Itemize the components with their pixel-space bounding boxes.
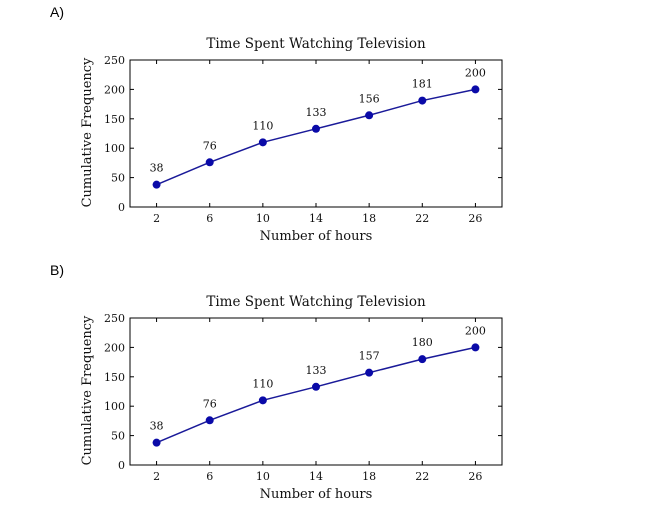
b-y-tick-label: 200 <box>104 341 125 354</box>
b-data-point <box>258 396 267 405</box>
a-series-line <box>156 88 476 186</box>
a-y-axis-label: Cumulative Frequency <box>80 57 95 207</box>
b-x-tick-label: 22 <box>415 470 429 483</box>
b-plot-frame <box>129 317 503 466</box>
a-x-tick-label: 6 <box>206 212 213 225</box>
a-data-label: 156 <box>359 92 380 105</box>
b-data-point <box>365 368 374 377</box>
b-chart-title: Time Spent Watching Television <box>206 294 426 310</box>
a-chart-title: Time Spent Watching Television <box>206 36 426 52</box>
b-data-point <box>418 355 427 364</box>
b-x-tick-label: 6 <box>206 470 213 483</box>
b-x-tick-label: 2 <box>153 470 160 483</box>
a-data-point <box>365 111 374 120</box>
b-data-label: 157 <box>359 350 380 363</box>
a-y-tick-label: 200 <box>104 83 125 96</box>
a-data-label: 200 <box>465 66 486 79</box>
b-x-tick-label: 18 <box>362 470 376 483</box>
b-x-tick-label: 26 <box>468 470 482 483</box>
b-y-tick-label: 250 <box>104 312 125 325</box>
b-y-tick-label: 100 <box>104 400 125 413</box>
a-data-label: 38 <box>150 162 164 175</box>
a-data-point <box>471 85 480 94</box>
b-data-label: 200 <box>465 324 486 337</box>
a-plot-frame <box>129 59 503 208</box>
a-data-point <box>258 138 267 147</box>
b-y-tick-label: 0 <box>118 459 125 472</box>
a-y-tick-label: 100 <box>104 142 125 155</box>
a-y-tick-label: 250 <box>104 54 125 67</box>
a-x-tick-label: 26 <box>468 212 482 225</box>
a-x-tick-label: 18 <box>362 212 376 225</box>
a-y-tick-label: 150 <box>104 113 125 126</box>
a-x-tick-label: 14 <box>309 212 323 225</box>
b-data-point <box>312 382 320 391</box>
b-series-line <box>156 346 476 444</box>
b-x-axis-label: Number of hours <box>260 487 373 502</box>
b-data-point <box>205 416 214 425</box>
b-data-label: 76 <box>203 397 217 410</box>
a-data-point <box>312 124 320 133</box>
a-x-tick-label: 10 <box>256 212 270 225</box>
panel-label-b: B) <box>50 262 64 278</box>
b-data-label: 38 <box>150 420 164 433</box>
b-data-label: 133 <box>306 364 327 377</box>
a-data-label: 181 <box>412 78 433 91</box>
a-x-axis-label: Number of hours <box>260 229 373 244</box>
a-y-tick-label: 50 <box>111 172 125 185</box>
b-y-tick-label: 50 <box>111 430 125 443</box>
b-data-label: 180 <box>412 336 433 349</box>
a-data-point <box>152 180 161 189</box>
b-x-tick-label: 14 <box>309 470 323 483</box>
b-data-label: 110 <box>252 377 273 390</box>
a-x-tick-label: 22 <box>415 212 429 225</box>
a-data-point <box>418 96 427 105</box>
a-data-label: 76 <box>203 139 217 152</box>
a-data-label: 110 <box>252 119 273 132</box>
b-data-point <box>471 343 480 352</box>
b-data-point <box>152 438 161 447</box>
a-x-tick-label: 2 <box>153 212 160 225</box>
b-y-tick-label: 150 <box>104 371 125 384</box>
b-x-tick-label: 10 <box>256 470 270 483</box>
a-data-point <box>205 158 214 167</box>
b-y-axis-label: Cumulative Frequency <box>80 315 95 465</box>
panel-label-a: A) <box>50 4 64 20</box>
a-y-tick-label: 0 <box>118 201 125 214</box>
a-data-label: 133 <box>306 106 327 119</box>
